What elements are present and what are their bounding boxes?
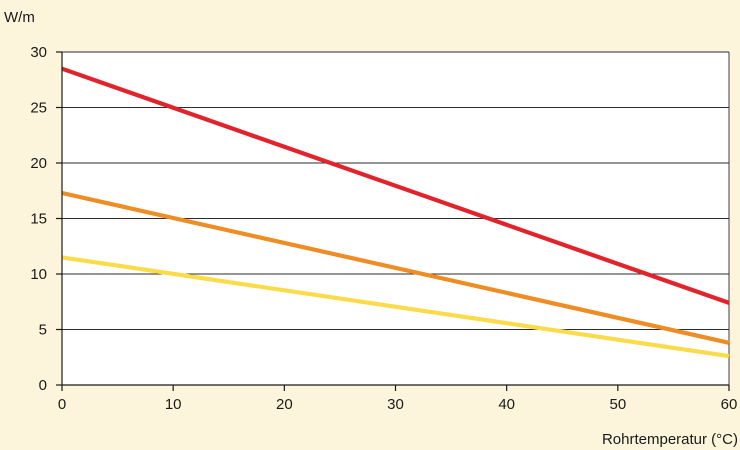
x-tick-label: 50 [609, 396, 626, 413]
y-axis-label: W/m [4, 9, 35, 26]
x-tick-label: 20 [276, 396, 293, 413]
x-tick-label: 0 [58, 396, 66, 413]
y-tick-label: 15 [30, 211, 47, 228]
x-tick-label: 30 [387, 396, 404, 413]
y-tick-label: 5 [39, 322, 47, 339]
y-tick-label: 30 [30, 44, 47, 61]
x-tick-label: 60 [721, 396, 738, 413]
x-tick-label: 10 [165, 396, 182, 413]
y-tick-label: 10 [30, 266, 47, 283]
series-line-1 [61, 66, 730, 305]
y-tick-label: 25 [30, 100, 47, 117]
x-tick-labels: 0 10 20 30 40 50 60 [58, 396, 738, 413]
x-axis-label: Rohrtemperatur (°C) [602, 431, 738, 448]
axes [56, 51, 730, 391]
series-line-3 [61, 255, 730, 359]
y-tick-label: 0 [39, 377, 47, 394]
y-tick-label: 20 [30, 155, 47, 172]
x-tick-label: 40 [498, 396, 515, 413]
y-tick-labels: 0 5 10 15 20 25 30 [30, 44, 47, 394]
series-group [61, 66, 730, 359]
series-line-2 [61, 190, 730, 345]
